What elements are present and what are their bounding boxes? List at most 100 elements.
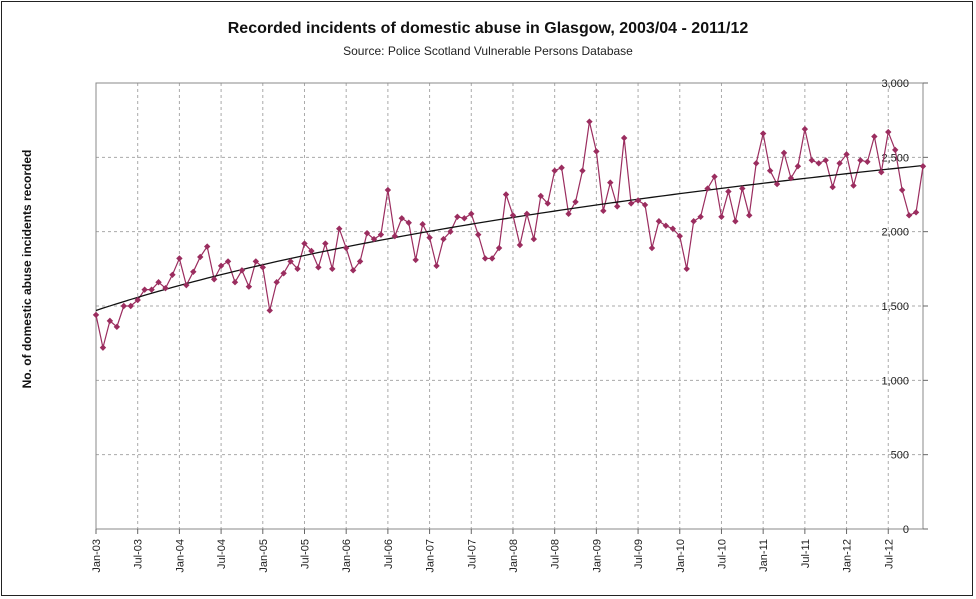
data-point xyxy=(537,192,544,200)
data-point xyxy=(141,286,148,293)
data-point xyxy=(412,256,419,264)
data-point xyxy=(773,180,781,188)
data-point xyxy=(377,231,385,238)
data-point xyxy=(683,265,690,273)
data-point xyxy=(732,218,739,225)
data-point xyxy=(183,281,190,289)
y-tick-label: 2,000 xyxy=(881,227,909,239)
data-point xyxy=(301,240,308,247)
data-point xyxy=(794,163,802,170)
data-point xyxy=(308,247,315,255)
data-point xyxy=(878,169,885,176)
x-tick-label: Jan-07 xyxy=(425,539,437,573)
data-point xyxy=(662,222,670,229)
data-point xyxy=(287,258,294,265)
data-point xyxy=(440,235,447,243)
data-point xyxy=(155,279,162,286)
y-tick-label: 2,500 xyxy=(881,152,909,164)
data-point xyxy=(468,210,475,218)
data-point xyxy=(614,203,621,210)
data-point xyxy=(676,232,683,240)
data-point xyxy=(447,228,454,235)
data-point xyxy=(148,286,155,293)
data-point xyxy=(697,213,704,220)
data-point xyxy=(857,157,864,164)
data-point xyxy=(106,317,114,325)
x-tick-label: Jul-05 xyxy=(299,539,311,569)
data-point xyxy=(655,218,663,225)
x-axis: Jan-03 Jul-03 Jan-04 Jul-04 Jan-05 Jul-05 Jan-… xyxy=(91,529,895,573)
x-tick-label: Jan-05 xyxy=(258,539,270,573)
x-tick-label: Jan-12 xyxy=(842,539,854,573)
data-point xyxy=(850,182,857,189)
data-point xyxy=(919,163,927,170)
data-point xyxy=(203,243,211,250)
data-point xyxy=(266,307,273,314)
data-point xyxy=(363,229,371,237)
data-point xyxy=(516,241,524,249)
data-point xyxy=(419,221,426,228)
data-point xyxy=(210,276,218,283)
data-point xyxy=(579,167,586,174)
data-point xyxy=(787,174,795,182)
data-point xyxy=(217,262,225,270)
data-point xyxy=(905,212,913,219)
data-point xyxy=(238,267,246,274)
x-tick-label: Jul-03 xyxy=(133,539,145,569)
data-point xyxy=(530,235,538,243)
data-point xyxy=(252,258,260,265)
y-tick-label: 1,500 xyxy=(881,301,909,313)
data-point xyxy=(641,201,649,209)
data-point xyxy=(169,271,176,278)
data-point xyxy=(245,283,253,290)
y-tick-label: 500 xyxy=(891,450,909,462)
data-point xyxy=(280,270,287,277)
data-point xyxy=(461,215,468,222)
data-point xyxy=(502,191,510,198)
x-tick-label: Jul-04 xyxy=(216,539,228,569)
data-point xyxy=(433,262,440,270)
data-point xyxy=(349,267,357,274)
data-point xyxy=(294,265,301,273)
data-point xyxy=(231,279,239,286)
y-axis: 0 500 1,000 1,500 2,000 2,500 3,000 xyxy=(881,78,928,536)
data-point xyxy=(509,212,517,219)
data-point xyxy=(815,160,822,167)
data-point xyxy=(384,186,392,194)
data-point xyxy=(648,244,656,252)
x-tick-label: Jan-11 xyxy=(758,539,770,572)
data-point xyxy=(322,240,329,247)
data-point xyxy=(356,258,364,265)
data-point xyxy=(572,198,579,206)
data-point xyxy=(669,225,677,232)
data-point xyxy=(620,134,628,142)
data-point xyxy=(454,213,461,220)
data-point xyxy=(370,235,378,243)
data-point xyxy=(197,253,204,261)
y-tick-label: 0 xyxy=(903,524,909,536)
data-point xyxy=(92,311,100,319)
data-point xyxy=(176,255,183,262)
data-point xyxy=(885,128,892,136)
data-point xyxy=(593,148,600,155)
x-tick-label: Jul-12 xyxy=(883,539,895,569)
data-point xyxy=(336,225,343,232)
data-point xyxy=(912,209,920,216)
y-tick-label: 3,000 xyxy=(881,78,909,90)
x-tick-label: Jul-08 xyxy=(550,539,562,569)
x-tick-label: Jul-11 xyxy=(800,539,812,568)
data-point xyxy=(162,284,169,292)
x-tick-label: Jan-04 xyxy=(174,539,186,573)
data-point xyxy=(600,207,607,215)
data-point xyxy=(759,130,767,137)
data-point xyxy=(99,344,107,351)
data-point xyxy=(565,210,572,218)
data-point xyxy=(892,146,899,154)
data-point xyxy=(426,234,433,241)
data-point xyxy=(273,279,280,286)
data-point xyxy=(475,231,482,238)
data-point xyxy=(405,219,412,226)
data-point xyxy=(544,200,551,207)
data-point xyxy=(766,167,774,174)
